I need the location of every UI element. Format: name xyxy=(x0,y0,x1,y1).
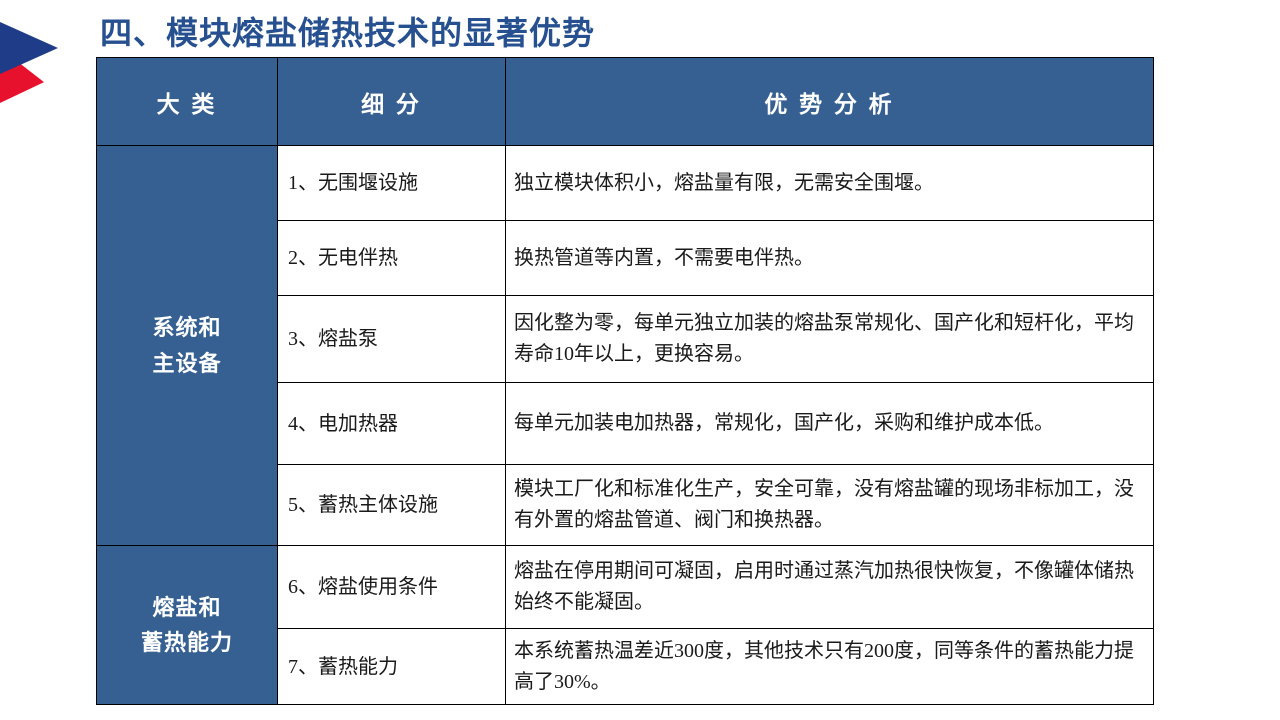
table-header-row: 大 类 细 分 优 势 分 析 xyxy=(96,57,1154,146)
table-row: 2、无电伴热 换热管道等内置，不需要电伴热。 xyxy=(97,220,1154,296)
category-cell-salt: 熔盐和 蓄热能力 xyxy=(96,545,278,705)
table-row: 系统和 主设备 1、无围堰设施 独立模块体积小，熔盐量有限，无需安全围堰。 xyxy=(96,145,1154,546)
analysis-cell: 换热管道等内置，不需要电伴热。 xyxy=(505,220,1154,296)
subdivision-cell: 3、熔盐泵 xyxy=(277,295,506,383)
subdivision-cell: 7、蓄热能力 xyxy=(277,628,506,705)
category-line: 主设备 xyxy=(152,350,222,376)
blue-triangle-icon xyxy=(0,22,58,74)
logo-arrows xyxy=(0,12,62,117)
subdivision-cell: 2、无电伴热 xyxy=(277,220,506,296)
category-line: 系统和 xyxy=(152,315,222,341)
header-analysis: 优 势 分 析 xyxy=(505,57,1154,146)
advantages-table: 大 类 细 分 优 势 分 析 系统和 主设备 1、无围堰设施 独立模块体积小，… xyxy=(96,57,1154,705)
table-row: 3、熔盐泵 因化整为零，每单元独立加装的熔盐泵常规化、国产化和短杆化，平均寿命1… xyxy=(97,295,1154,383)
slide-title: 四、模块熔盐储热技术的显著优势 xyxy=(100,15,596,51)
table-row: 5、蓄热主体设施 模块工厂化和标准化生产，安全可靠，没有熔盐罐的现场非标加工，没… xyxy=(97,464,1154,546)
subdivision-cell: 4、电加热器 xyxy=(277,382,506,465)
analysis-cell: 本系统蓄热温差近300度，其他技术只有200度，同等条件的蓄热能力提高了30%。 xyxy=(505,628,1154,705)
table-row: 熔盐和 蓄热能力 6、熔盐使用条件 熔盐在停用期间可凝固，启用时通过蒸汽加热很快… xyxy=(96,545,1154,705)
table-row: 7、蓄热能力 本系统蓄热温差近300度，其他技术只有200度，同等条件的蓄热能力… xyxy=(97,628,1154,705)
analysis-cell: 因化整为零，每单元独立加装的熔盐泵常规化、国产化和短杆化，平均寿命10年以上，更… xyxy=(505,295,1154,383)
header-category: 大 类 xyxy=(96,57,278,146)
header-subdivision: 细 分 xyxy=(277,57,506,146)
table-row: 4、电加热器 每单元加装电加热器，常规化，国产化，采购和维护成本低。 xyxy=(97,382,1154,465)
subdivision-cell: 5、蓄热主体设施 xyxy=(277,464,506,546)
category-cell-system: 系统和 主设备 xyxy=(96,145,278,546)
analysis-cell: 熔盐在停用期间可凝固，启用时通过蒸汽加热很快恢复，不像罐体储热始终不能凝固。 xyxy=(505,545,1154,629)
analysis-cell: 独立模块体积小，熔盐量有限，无需安全围堰。 xyxy=(505,145,1154,221)
category-line: 熔盐和 xyxy=(152,594,222,620)
category-line: 蓄热能力 xyxy=(140,630,233,655)
analysis-cell: 模块工厂化和标准化生产，安全可靠，没有熔盐罐的现场非标加工，没有外置的熔盐管道、… xyxy=(505,464,1154,546)
subdivision-cell: 6、熔盐使用条件 xyxy=(277,545,506,629)
subdivision-cell: 1、无围堰设施 xyxy=(277,145,506,221)
analysis-cell: 每单元加装电加热器，常规化，国产化，采购和维护成本低。 xyxy=(505,382,1154,465)
